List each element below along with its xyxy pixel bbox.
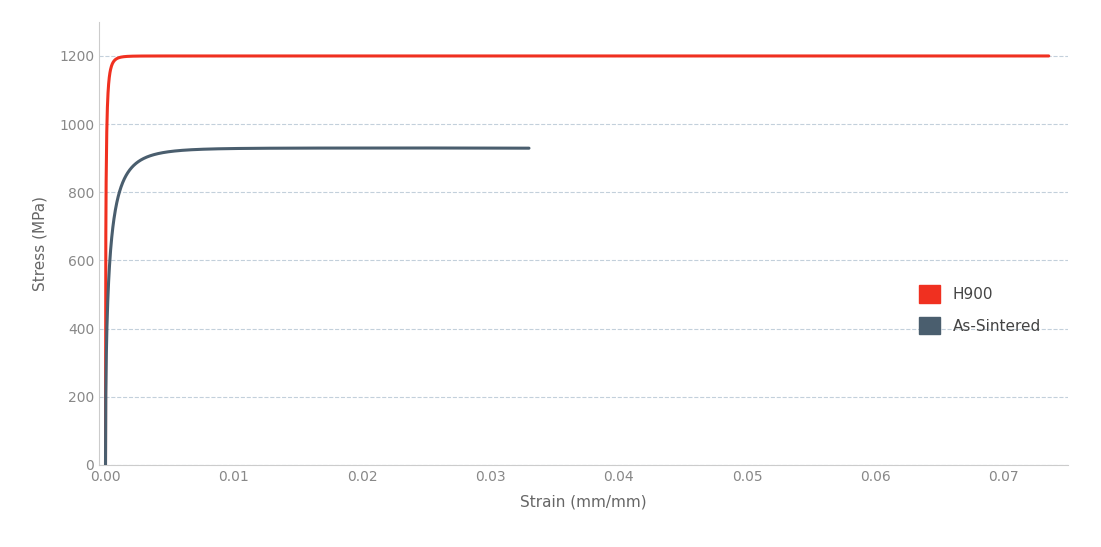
X-axis label: Strain (mm/mm): Strain (mm/mm) <box>520 495 647 510</box>
Y-axis label: Stress (MPa): Stress (MPa) <box>33 196 48 291</box>
Legend: H900, As-Sintered: H900, As-Sintered <box>919 286 1040 334</box>
